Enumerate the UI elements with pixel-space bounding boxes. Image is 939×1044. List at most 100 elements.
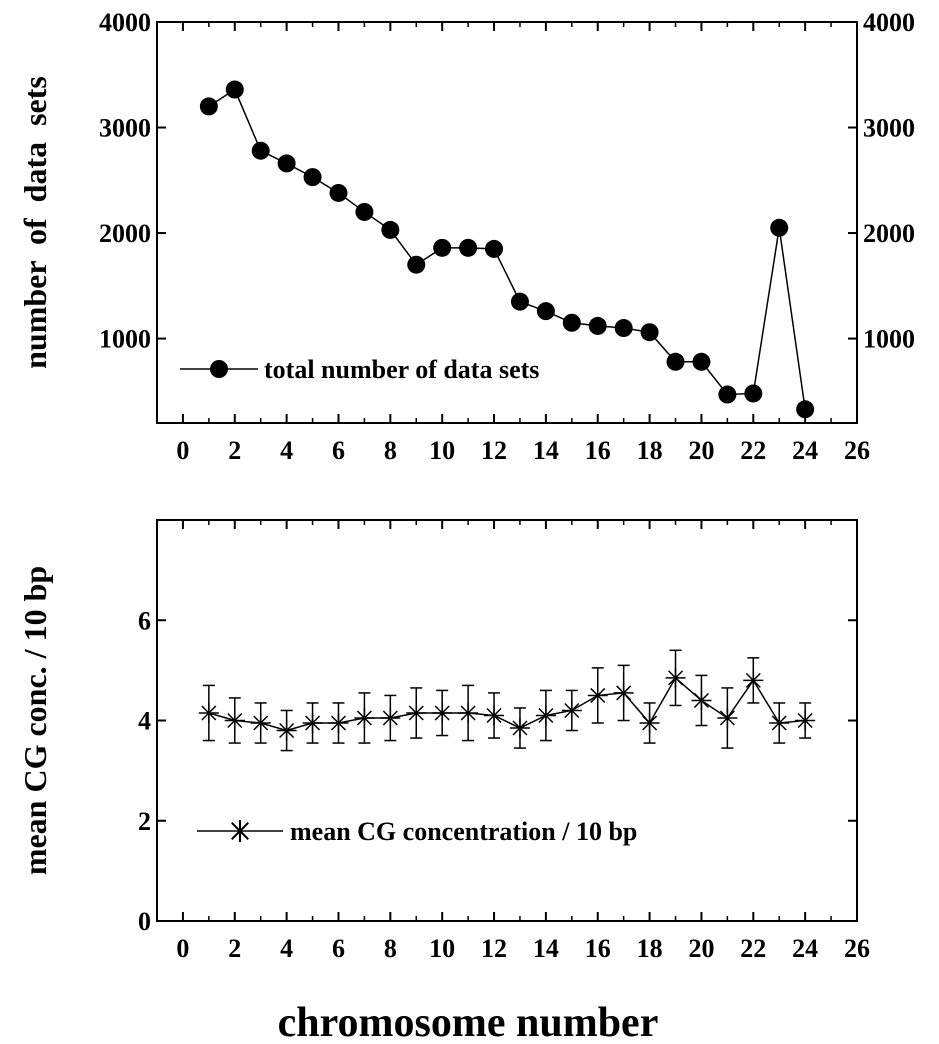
legend: mean CG concentration / 10 bp [197, 817, 637, 846]
data-point [277, 154, 296, 173]
plot-frame [156, 519, 858, 922]
data-point [744, 384, 763, 403]
y-tick-label: 6 [138, 606, 151, 635]
x-axis-title: chromosome number [278, 1000, 659, 1044]
data-point [613, 682, 634, 703]
y-tick-label: 4000 [99, 8, 151, 37]
x-tick-label: 24 [792, 436, 818, 465]
data-point [639, 713, 660, 734]
data-point [536, 302, 555, 321]
legend-label: total number of data sets [264, 355, 539, 384]
x-tick-label: 24 [792, 934, 818, 963]
y-tick-label: 4 [138, 707, 151, 736]
data-point [302, 713, 323, 734]
y-tick-label: 3000 [99, 114, 151, 143]
data-point [380, 707, 401, 728]
data-point [691, 690, 712, 711]
x-tick-label: 22 [740, 934, 766, 963]
x-tick-label: 14 [533, 934, 559, 963]
data-point [535, 705, 556, 726]
data-point [199, 97, 218, 116]
data-point [198, 702, 219, 723]
data-point [328, 713, 349, 734]
y-axis-title: mean CG conc. / 10 bp [17, 566, 53, 875]
x-tick-label: 26 [844, 436, 870, 465]
x-tick-label: 16 [585, 436, 611, 465]
data-point [459, 238, 478, 257]
data-point [303, 168, 322, 187]
data-point [666, 352, 685, 371]
data-point [355, 202, 374, 221]
data-point [795, 710, 816, 731]
legend: total number of data sets [180, 355, 539, 384]
data-point [640, 323, 659, 342]
data-point [796, 400, 815, 419]
legend-label: mean CG concentration / 10 bp [290, 817, 637, 846]
x-tick-label: 20 [688, 934, 714, 963]
legend-marker [210, 360, 228, 378]
data-point [251, 141, 270, 160]
data-point [665, 667, 686, 688]
x-tick-label: 2 [228, 436, 241, 465]
data-point [485, 239, 504, 258]
x-tick-label: 8 [384, 436, 397, 465]
data-point [406, 702, 427, 723]
series-line [208, 676, 806, 732]
data-point [718, 385, 737, 404]
x-tick-label: 22 [740, 436, 766, 465]
data-point [587, 685, 608, 706]
x-tick-label: 10 [429, 436, 455, 465]
x-tick-label: 10 [429, 934, 455, 963]
data-point [433, 238, 452, 257]
data-point [743, 670, 764, 691]
data-point [224, 710, 245, 731]
plot-frame [156, 21, 858, 424]
y-tick-label-right: 3000 [863, 114, 915, 143]
data-point [770, 218, 789, 237]
x-tick-label: 12 [481, 934, 507, 963]
data-point [510, 292, 529, 311]
data-point [484, 705, 505, 726]
x-tick-label: 18 [637, 436, 663, 465]
data-point [692, 352, 711, 371]
data-point [276, 720, 297, 741]
y-tick-label: 0 [138, 907, 151, 936]
data-point [225, 80, 244, 99]
y-tick-label: 2 [138, 807, 151, 836]
data-point [432, 702, 453, 723]
x-tick-label: 6 [332, 436, 345, 465]
x-tick-label: 0 [176, 436, 189, 465]
data-point [458, 702, 479, 723]
data-point [562, 313, 581, 332]
x-tick-label: 6 [332, 934, 345, 963]
y-tick-label-right: 2000 [863, 219, 915, 248]
x-tick-label: 4 [280, 934, 293, 963]
x-tick-label: 12 [481, 436, 507, 465]
x-tick-label: 14 [533, 436, 559, 465]
y-axis-title: number of data sets [17, 76, 53, 369]
y-tick-label-right: 4000 [863, 8, 915, 37]
x-tick-label: 26 [844, 934, 870, 963]
x-tick-label: 8 [384, 934, 397, 963]
data-point [614, 319, 633, 338]
x-tick-label: 20 [688, 436, 714, 465]
x-tick-label: 18 [637, 934, 663, 963]
x-tick-label: 2 [228, 934, 241, 963]
data-point [509, 718, 530, 739]
x-tick-label: 4 [280, 436, 293, 465]
y-tick-label: 2000 [99, 219, 151, 248]
y-tick-label-right: 1000 [863, 325, 915, 354]
data-point [354, 707, 375, 728]
x-tick-label: 0 [176, 934, 189, 963]
data-point [588, 316, 607, 335]
data-point [381, 220, 400, 239]
data-point [561, 700, 582, 721]
x-tick-label: 16 [585, 934, 611, 963]
y-tick-label: 1000 [99, 325, 151, 354]
data-point [769, 713, 790, 734]
data-point [717, 707, 738, 728]
data-point [329, 183, 348, 202]
